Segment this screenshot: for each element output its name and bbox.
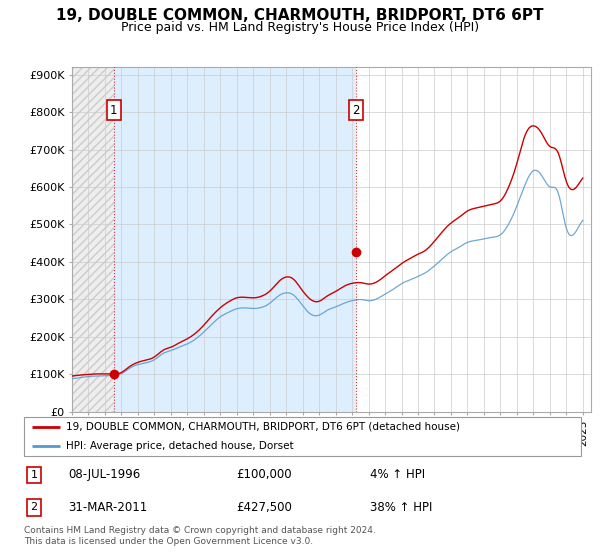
Bar	[113, 67, 356, 412]
Text: 2: 2	[352, 104, 360, 116]
Text: HPI: Average price, detached house, Dorset: HPI: Average price, detached house, Dors…	[66, 441, 293, 451]
Text: 19, DOUBLE COMMON, CHARMOUTH, BRIDPORT, DT6 6PT (detached house): 19, DOUBLE COMMON, CHARMOUTH, BRIDPORT, …	[66, 422, 460, 432]
Bar	[72, 67, 113, 412]
Text: Contains HM Land Registry data © Crown copyright and database right 2024.
This d: Contains HM Land Registry data © Crown c…	[24, 526, 376, 546]
Bar	[356, 67, 591, 412]
Text: 1: 1	[31, 470, 38, 480]
Text: 38% ↑ HPI: 38% ↑ HPI	[370, 501, 433, 514]
Text: £427,500: £427,500	[236, 501, 292, 514]
Text: 19, DOUBLE COMMON, CHARMOUTH, BRIDPORT, DT6 6PT: 19, DOUBLE COMMON, CHARMOUTH, BRIDPORT, …	[56, 8, 544, 24]
Text: 1: 1	[110, 104, 118, 116]
Text: £100,000: £100,000	[236, 468, 292, 481]
Bar	[72, 67, 113, 412]
Text: 4% ↑ HPI: 4% ↑ HPI	[370, 468, 425, 481]
Text: 31-MAR-2011: 31-MAR-2011	[68, 501, 148, 514]
Text: Price paid vs. HM Land Registry's House Price Index (HPI): Price paid vs. HM Land Registry's House …	[121, 21, 479, 34]
FancyBboxPatch shape	[24, 417, 581, 456]
Text: 2: 2	[31, 502, 38, 512]
Text: 08-JUL-1996: 08-JUL-1996	[68, 468, 141, 481]
